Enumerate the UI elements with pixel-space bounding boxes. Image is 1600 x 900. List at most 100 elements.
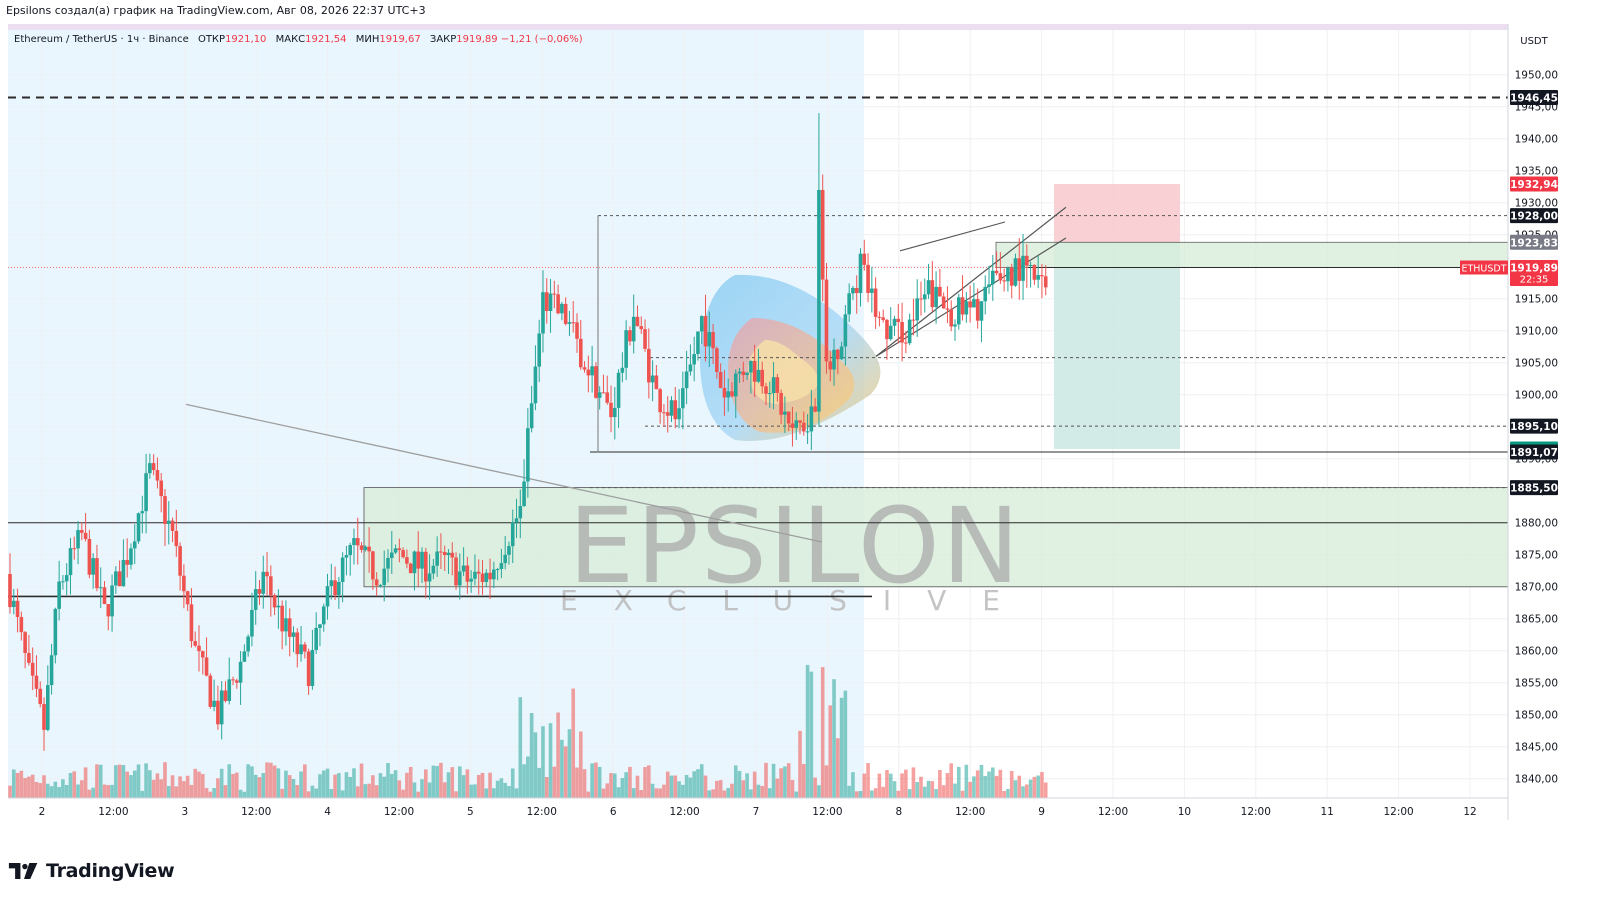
volume-bar [541, 726, 545, 798]
tradingview-brand: TradingView [46, 860, 175, 882]
x-tick-label: 12 [1463, 806, 1476, 818]
price-chart[interactable]: EPSILON EXCLUSIVE USDT 1950,00 1945,00 1940,… [0, 22, 1600, 862]
volume-bar [329, 788, 334, 798]
candle [934, 286, 938, 308]
volume-bar [359, 763, 364, 798]
volume-bar [49, 786, 54, 798]
candle [616, 372, 621, 408]
x-tick-label: 4 [324, 806, 331, 818]
candle [412, 551, 417, 574]
volume-bar [200, 773, 205, 798]
volume-bar [166, 786, 171, 798]
candle [749, 361, 753, 373]
candle [684, 371, 689, 389]
candle [405, 557, 409, 564]
candle [363, 546, 368, 550]
candle [446, 552, 451, 556]
candle [552, 293, 557, 295]
candle [219, 690, 224, 725]
volume-bar [242, 791, 247, 798]
candle [1017, 258, 1022, 281]
symbol-legend[interactable]: Ethereum / TetherUS · 1ч · Binance ОТКР1… [14, 34, 583, 45]
candle [563, 303, 568, 324]
candle [972, 299, 976, 308]
volume-bar [858, 790, 863, 798]
candle [665, 412, 670, 416]
volume-bar [117, 764, 122, 798]
candle [469, 578, 473, 582]
volume-bar [204, 787, 209, 798]
candle [802, 422, 806, 432]
volume-bar [80, 780, 84, 798]
candle [582, 367, 587, 370]
candle [484, 572, 489, 583]
candle [121, 560, 126, 587]
candle [692, 353, 696, 365]
volume-bar [38, 783, 43, 798]
volume-bar [76, 784, 80, 798]
volume-bar [140, 790, 145, 798]
candle [699, 316, 704, 332]
volume-bar [820, 667, 825, 798]
candle [737, 371, 742, 374]
candle [613, 407, 617, 418]
candle [790, 423, 795, 428]
candle [269, 576, 273, 596]
volume-bar [1017, 775, 1022, 798]
volume-bar [956, 766, 961, 798]
y-tick-label: 1900,00 [1515, 389, 1558, 401]
candle [1036, 275, 1040, 280]
candle [492, 569, 496, 580]
candle [975, 299, 980, 321]
candle [639, 326, 644, 330]
x-tick-label: 10 [1178, 806, 1191, 818]
candle [473, 571, 477, 579]
candle [242, 651, 247, 662]
volume-bar [454, 791, 458, 798]
candle [295, 632, 300, 655]
volume-bar [208, 791, 213, 798]
candle [968, 301, 972, 308]
candle [635, 316, 640, 327]
price-tag-label: 1932,94 [1510, 179, 1558, 191]
candle [877, 316, 882, 318]
candle [537, 333, 541, 367]
candle [15, 600, 20, 618]
candle [760, 369, 765, 387]
candle [726, 391, 730, 398]
volume-bar [393, 770, 398, 798]
volume-bar [159, 779, 163, 798]
volume-bar [798, 730, 802, 798]
volume-bar [193, 768, 198, 798]
volume-bar [231, 773, 235, 798]
volume-bar [1006, 788, 1010, 798]
volume-bar [68, 772, 73, 798]
volume-bar [616, 787, 621, 798]
tradingview-logo[interactable]: TradingView [8, 860, 175, 882]
volume-bar [136, 764, 141, 798]
candle [881, 317, 885, 320]
candle [216, 700, 220, 725]
x-tick-label: 12:00 [669, 806, 699, 818]
candle [911, 319, 916, 321]
volume-bar [741, 780, 746, 798]
volume-bar [386, 763, 390, 798]
volume-bar [148, 770, 152, 798]
x-tick-label: 5 [467, 806, 474, 818]
price-tag-label: 1885,50 [1510, 483, 1558, 495]
volume-bar [771, 763, 776, 798]
volume-bar [960, 790, 965, 798]
candle [938, 286, 942, 297]
candle [820, 190, 825, 280]
candle [1025, 255, 1029, 266]
candle [272, 595, 277, 608]
volume-bar [83, 767, 88, 798]
candle [1002, 280, 1006, 282]
candle [435, 551, 439, 566]
candle [117, 571, 122, 587]
candle [461, 565, 466, 572]
candle [862, 253, 867, 265]
candle [722, 387, 727, 398]
y-tick-label: 1880,00 [1515, 517, 1558, 529]
